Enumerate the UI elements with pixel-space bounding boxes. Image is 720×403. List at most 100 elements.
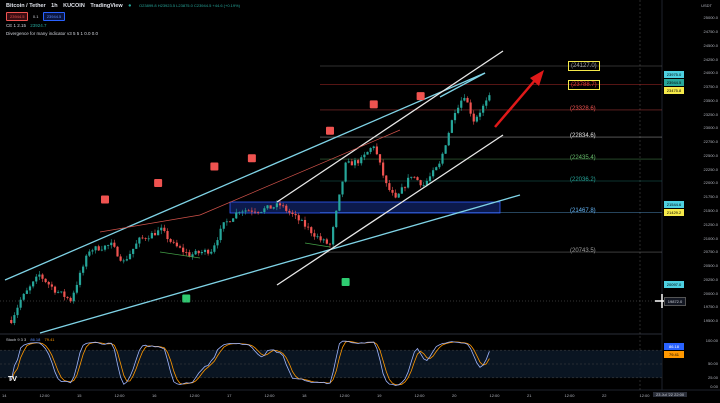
candle-body	[97, 246, 100, 251]
price-tick: 24000.0	[703, 70, 718, 76]
indicator-divergence[interactable]: Divergence for many indicator v3 5 5 1 0…	[6, 31, 99, 36]
spread: 0.1	[32, 14, 39, 19]
level-label: (23788.7)	[568, 79, 600, 90]
candle-body	[19, 299, 22, 308]
price-tick: 20500.0	[703, 263, 718, 268]
candle-body	[197, 250, 200, 254]
lower-channel-line	[39, 194, 521, 334]
time-tick: 12:00	[264, 393, 275, 398]
price-tick: 21750.0	[703, 194, 718, 200]
candle-body	[138, 237, 141, 244]
interval[interactable]: 1h	[51, 3, 58, 9]
candle-body	[250, 210, 253, 212]
market-open-dot-icon: ●	[128, 3, 132, 9]
price-tick: 21250.0	[703, 221, 718, 227]
candle-body	[407, 177, 410, 188]
currency-label[interactable]: USDT	[701, 3, 712, 8]
candle-body	[482, 105, 485, 113]
candle-body	[413, 176, 416, 178]
candle-body	[60, 291, 63, 293]
candle-body	[247, 210, 250, 212]
candle-body	[272, 207, 275, 209]
candle-body	[338, 194, 341, 211]
candle-body	[172, 241, 175, 243]
red-arrow-head	[530, 70, 544, 86]
time-tick: 17	[227, 393, 232, 398]
candle-body	[160, 227, 163, 231]
candle-body	[344, 162, 347, 182]
candle-body	[341, 181, 344, 195]
price-tick: 20250.0	[703, 276, 718, 282]
time-tick: 12:00	[114, 393, 125, 398]
candle-body	[110, 242, 113, 246]
candle-body	[16, 307, 19, 316]
candle-body	[41, 274, 44, 279]
candle-body	[475, 116, 478, 122]
sell-button[interactable]: 23944.5	[6, 12, 29, 21]
candle-body	[360, 157, 363, 164]
candle-body	[310, 227, 313, 234]
candle-body	[147, 238, 150, 240]
candle-body	[369, 148, 372, 152]
price-tick: 25000.0	[703, 15, 718, 21]
candle-body	[257, 212, 260, 213]
buy-signal-marker	[341, 278, 350, 287]
price-tag: 23944.5	[664, 78, 684, 86]
candle-body	[391, 189, 394, 193]
bull-divergence-line	[159, 251, 201, 259]
candle-body	[488, 95, 491, 101]
crosshair-price-label: 19872.0	[664, 297, 686, 306]
candle-body	[263, 208, 266, 212]
stoch-legend[interactable]: Stoch 9 3 3 86.18 79.41	[6, 337, 55, 342]
candle-body	[225, 221, 228, 223]
price-tick: 20000.0	[703, 290, 718, 296]
candle-body	[166, 231, 169, 240]
price-tick: 22250.0	[703, 166, 718, 172]
price-tick: 24250.0	[703, 56, 718, 62]
sell-signal-marker	[369, 100, 378, 109]
time-tick: 16	[152, 393, 157, 398]
candle-body	[416, 177, 419, 181]
candle-body	[322, 239, 325, 241]
candle-body	[100, 249, 103, 251]
candle-body	[428, 176, 432, 181]
candle-body	[235, 212, 238, 219]
indicator-chandelier[interactable]: CE 1 2.15 23924.7	[6, 23, 47, 28]
candle-body	[35, 276, 38, 282]
candle-body	[128, 253, 132, 260]
stoch-k-tag: 86.18	[664, 343, 684, 350]
candle-body	[38, 274, 41, 277]
candle-body	[313, 233, 316, 237]
stoch-label: Stoch 9 3 3	[6, 337, 27, 342]
candle-body	[238, 212, 241, 214]
red-arrow-shaft	[494, 78, 537, 128]
candle-body	[82, 266, 85, 273]
stoch-tick: 25.00	[707, 374, 718, 380]
candle-body	[66, 296, 69, 298]
time-tick: 22	[602, 393, 607, 398]
candle-body	[425, 180, 428, 186]
candle-body	[32, 281, 35, 287]
candle-body	[119, 256, 122, 261]
candle-body	[85, 255, 88, 267]
candle-body	[207, 249, 210, 254]
candle-body	[316, 236, 319, 238]
sell-signal-marker	[154, 178, 163, 187]
time-tick: 12:00	[189, 393, 200, 398]
candle-body	[457, 107, 460, 114]
candle-body	[57, 291, 60, 293]
candle-body	[63, 291, 66, 297]
candle-body	[122, 260, 125, 262]
stoch-d-value: 79.41	[44, 337, 55, 342]
candle-body	[175, 242, 178, 247]
stoch-band	[0, 350, 662, 378]
candle-body	[453, 113, 457, 121]
candle-body	[372, 146, 375, 149]
candle-body	[282, 205, 285, 207]
candle-body	[288, 210, 291, 213]
candle-body	[410, 176, 413, 178]
trend-line-lower	[276, 134, 504, 286]
candle-body	[22, 293, 25, 300]
buy-button[interactable]: 23944.5	[42, 12, 66, 21]
